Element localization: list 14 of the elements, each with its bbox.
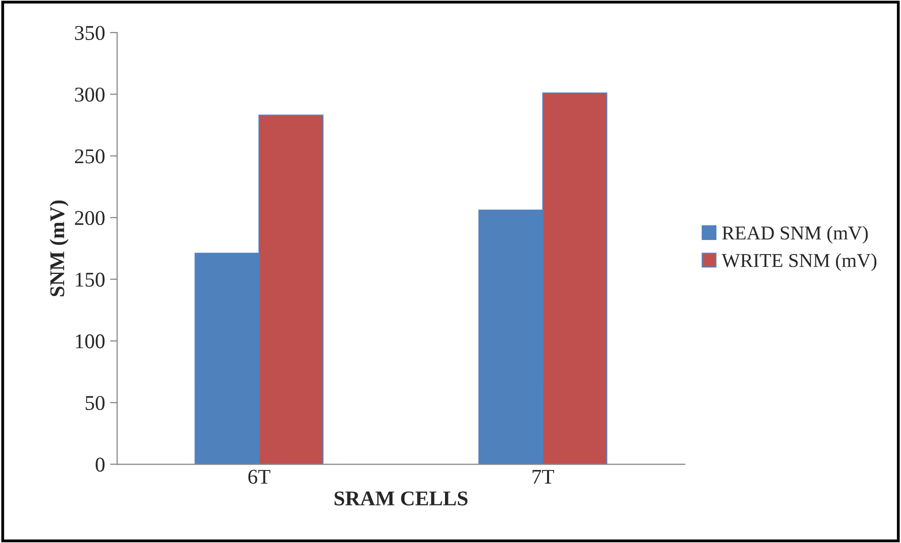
- y-tick-label: 100: [76, 334, 105, 348]
- legend-label: READ SNM (mV): [722, 226, 868, 244]
- y-axis-title: SNM (mV): [50, 200, 69, 296]
- y-tick-label: 150: [76, 272, 105, 287]
- x-tick-label: 6T: [248, 470, 270, 484]
- y-tick-label: 250: [74, 149, 105, 164]
- legend-label: WRITE SNM (mV): [722, 253, 876, 272]
- y-tick-label: 0: [96, 458, 105, 472]
- y-tick-label: 200: [74, 210, 105, 226]
- x-tick-label: 7T: [532, 470, 554, 484]
- y-tick-label: 350: [75, 26, 105, 40]
- x-axis-title: SRAM CELLS: [334, 491, 468, 506]
- y-tick-label: 300: [75, 88, 105, 102]
- y-tick-label: 50: [86, 396, 105, 410]
